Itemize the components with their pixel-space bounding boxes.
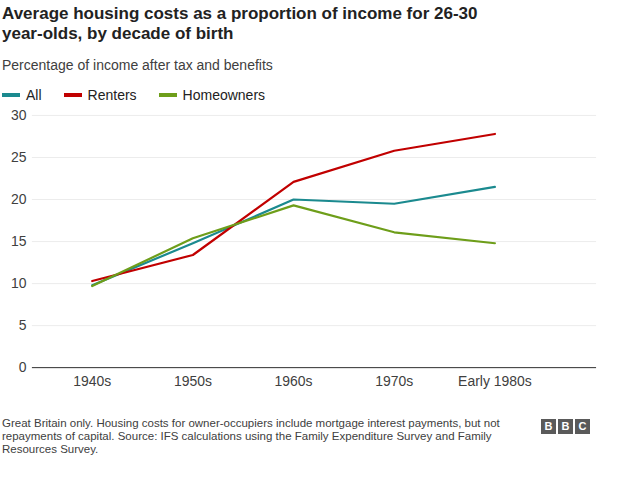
svg-text:1970s: 1970s — [375, 373, 413, 389]
svg-text:Early 1980s: Early 1980s — [458, 373, 532, 389]
html-text:B: B — [561, 420, 570, 432]
html-text:Average housing costs as a pro: Average housing costs as a proportion of… — [2, 4, 478, 43]
svg-text:10: 10 — [11, 275, 27, 291]
svg-text:1950s: 1950s — [174, 373, 212, 389]
html-text:B: B — [544, 420, 553, 432]
html-text:C: C — [578, 420, 587, 432]
html-text:Renters: Renters — [87, 87, 137, 103]
html-text:Percentage of income after tax: Percentage of income after tax and benef… — [2, 57, 273, 73]
svg-text:5: 5 — [19, 317, 27, 333]
svg-text:20: 20 — [11, 191, 27, 207]
svg-text:30: 30 — [11, 107, 27, 123]
html-text:All: All — [26, 87, 42, 103]
svg-text:15: 15 — [11, 233, 27, 249]
svg-text:1960s: 1960s — [275, 373, 313, 389]
svg-text:0: 0 — [19, 359, 27, 375]
svg-text:1940s: 1940s — [73, 373, 111, 389]
svg-text:25: 25 — [11, 149, 27, 165]
html-text:Homeowners: Homeowners — [182, 87, 266, 103]
html-text:Great Britain only. Housing co: Great Britain only. Housing costs for ow… — [2, 417, 500, 455]
